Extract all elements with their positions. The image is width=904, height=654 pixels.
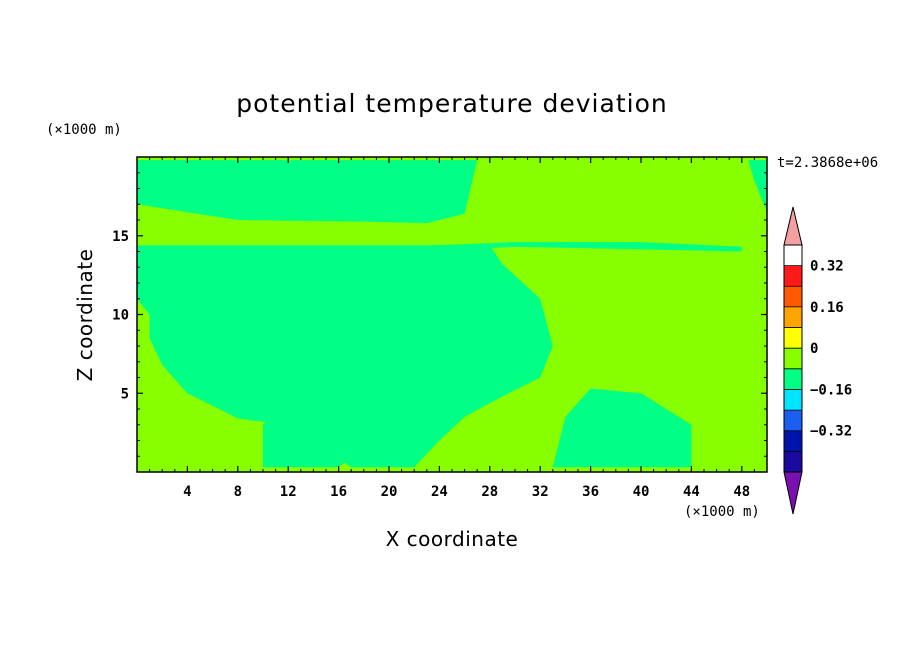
- colorbar-tick-label: 0.32: [810, 259, 844, 275]
- y-tick-label: 15: [112, 229, 129, 245]
- x-axis-label: X coordinate: [386, 527, 519, 551]
- x-tick-label: 48: [733, 484, 750, 500]
- colorbar-segment: [784, 348, 802, 369]
- colorbar-segment: [784, 410, 802, 431]
- contour-region-3: [401, 242, 742, 252]
- colorbar-segment: [784, 306, 802, 328]
- colorbar: 0.32 0.16 0 −0.16 −0.32: [783, 206, 852, 515]
- y-unit-label: (×1000 m): [46, 122, 122, 138]
- x-tick-label: 20: [381, 484, 398, 500]
- colorbar-under-triangle: [783, 471, 803, 515]
- x-axis: 4 8 12 16 20 24 28 32 36 40 44 48: [149, 157, 755, 500]
- contour-region-0: [137, 160, 478, 224]
- chart-title: potential temperature deviation: [236, 89, 667, 118]
- contour-region-2: [263, 369, 415, 468]
- colorbar-tick-label: 0.16: [810, 300, 844, 316]
- time-label: t=2.3868e+06: [777, 155, 878, 171]
- colorbar-segment: [784, 430, 802, 452]
- contour-region-5: [748, 160, 767, 213]
- colorbar-tick-label: 0: [810, 341, 818, 357]
- x-tick-label: 12: [280, 484, 297, 500]
- colorbar-tick-label: −0.16: [810, 382, 852, 398]
- x-tick-label: 32: [532, 484, 549, 500]
- y-axis: 5 10 15: [112, 172, 767, 457]
- contour-region-4: [552, 388, 692, 468]
- colorbar-segment: [784, 389, 802, 411]
- y-axis-label: Z coordinate: [73, 249, 97, 382]
- colorbar-tick-label: −0.32: [810, 424, 852, 440]
- y-tick-label: 5: [121, 386, 129, 402]
- colorbar-segment: [784, 286, 802, 307]
- x-tick-label: 4: [183, 484, 191, 500]
- x-tick-label: 24: [431, 484, 448, 500]
- x-unit-label: (×1000 m): [684, 504, 760, 520]
- contour-regions: [137, 160, 767, 468]
- x-tick-label: 8: [234, 484, 242, 500]
- colorbar-segment: [784, 327, 802, 349]
- colorbar-over-triangle: [783, 206, 803, 246]
- x-tick-label: 16: [330, 484, 347, 500]
- x-tick-label: 40: [633, 484, 650, 500]
- y-tick-label: 10: [112, 308, 129, 324]
- x-tick-label: 44: [683, 484, 700, 500]
- colorbar-segment: [784, 451, 802, 472]
- colorbar-segment: [784, 368, 802, 390]
- contour-region-1: [137, 245, 553, 468]
- x-tick-label: 28: [481, 484, 498, 500]
- x-tick-label: 36: [582, 484, 599, 500]
- colorbar-segment: [784, 265, 802, 287]
